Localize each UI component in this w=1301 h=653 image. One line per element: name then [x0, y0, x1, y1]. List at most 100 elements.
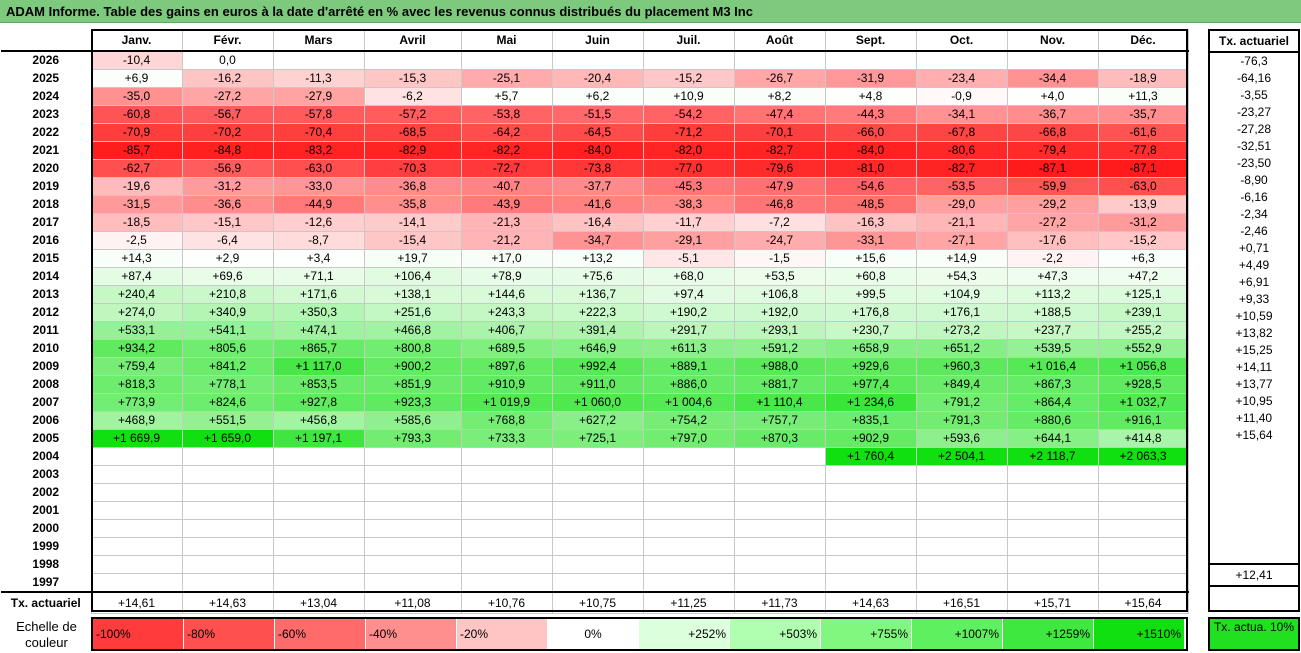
color-scale-legend: Echelle de couleur -100% -80% -60% -40% -20%…: [1, 617, 1185, 652]
gain-cell: -31,5: [90, 195, 183, 214]
total-cell: +15,64: [1097, 591, 1189, 614]
gain-cell: +934,2: [90, 339, 183, 358]
scale-swatch: -40%: [365, 617, 457, 652]
gain-cell: -36,8: [363, 177, 462, 196]
gain-cell: +886,0: [642, 375, 735, 394]
gain-cell: [824, 50, 917, 70]
gain-cell: [90, 483, 183, 502]
month-header: Juin: [551, 29, 644, 52]
gain-cell: +977,4: [824, 375, 917, 394]
gain-cell: -87,1: [1097, 159, 1189, 178]
gain-cell: -38,3: [642, 195, 735, 214]
month-header: Janv.: [90, 29, 183, 52]
gain-cell: +867,3: [1006, 375, 1099, 394]
gain-cell: +927,8: [272, 393, 365, 412]
gain-cell: +350,3: [272, 303, 365, 322]
table-row: 2001: [1, 501, 1189, 520]
gain-cell: +593,6: [915, 429, 1008, 448]
gain-cell: [824, 573, 917, 593]
gain-cell: +778,1: [181, 375, 274, 394]
gain-cell: +835,1: [824, 411, 917, 430]
gain-cell: -21,1: [915, 213, 1008, 232]
gain-cell: -18,5: [90, 213, 183, 232]
gain-cell: +6,2: [551, 87, 644, 106]
gain-cell: [272, 537, 365, 556]
gain-cell: +222,3: [551, 303, 644, 322]
gain-cell: +144,6: [460, 285, 553, 304]
gain-cell: -66,0: [824, 123, 917, 142]
gain-cell: -27,1: [915, 231, 1008, 250]
gain-cell: -63,0: [1097, 177, 1189, 196]
gain-cell: -85,7: [90, 141, 183, 160]
gain-cell: [1097, 573, 1189, 593]
gain-cell: [363, 483, 462, 502]
gain-cell: +2 118,7: [1006, 447, 1099, 466]
gain-cell: [363, 465, 462, 484]
gain-cell: -82,2: [460, 141, 553, 160]
gain-cell: [1006, 50, 1099, 70]
gain-cell: +273,2: [915, 321, 1008, 340]
scale-swatch: +755%: [820, 617, 912, 652]
gain-cell: [460, 483, 553, 502]
scale-swatch: -80%: [183, 617, 275, 652]
gain-cell: [272, 465, 365, 484]
gain-cell: [90, 573, 183, 593]
gain-cell: [915, 501, 1008, 520]
gain-cell: +391,4: [551, 321, 644, 340]
gain-cell: -82,0: [642, 141, 735, 160]
gain-cell: +192,0: [733, 303, 826, 322]
actuarial-cell: +9,33: [1238, 292, 1270, 306]
gain-cell: +658,9: [824, 339, 917, 358]
total-cell: +14,63: [181, 591, 274, 614]
gain-cell: [363, 447, 462, 466]
gain-cell: +793,3: [363, 429, 462, 448]
gain-cell: -57,2: [363, 105, 462, 124]
gain-cell: [90, 465, 183, 484]
gain-cell: -83,2: [272, 141, 365, 160]
gain-cell: [551, 483, 644, 502]
gain-cell: [90, 501, 183, 520]
gain-cell: -16,2: [181, 69, 274, 88]
gain-cell: -15,1: [181, 213, 274, 232]
gain-cell: -40,7: [460, 177, 553, 196]
actuarial-cell: +13,82: [1235, 326, 1273, 340]
gain-cell: -70,2: [181, 123, 274, 142]
gain-cell: +585,6: [363, 411, 462, 430]
month-header: Mars: [272, 29, 365, 52]
month-header: Août: [733, 29, 826, 52]
gain-cell: -2,5: [90, 231, 183, 250]
gain-cell: +865,7: [272, 339, 365, 358]
gain-cell: -34,7: [551, 231, 644, 250]
gain-cell: +889,1: [642, 357, 735, 376]
table-row: 2025 +6,9 -16,2 -11,3 -15,3 -25,1 -20,4 -15,2 -2…: [1, 69, 1189, 88]
table-row: 1997: [1, 573, 1189, 593]
gain-cell: -16,4: [551, 213, 644, 232]
gain-cell: +824,6: [181, 393, 274, 412]
year-label: 2003: [32, 467, 60, 481]
gain-cell: [363, 519, 462, 538]
gain-cell: [181, 483, 274, 502]
gain-cell: +1 669,9: [90, 429, 183, 448]
gain-cell: +125,1: [1097, 285, 1189, 304]
report-title: ADAM Informe. Table des gains en euros à…: [0, 0, 1301, 23]
gain-cell: +1 659,0: [181, 429, 274, 448]
gain-cell: -47,9: [733, 177, 826, 196]
gain-cell: +13,2: [551, 249, 644, 268]
gain-cell: [460, 50, 553, 70]
gain-cell: [363, 537, 462, 556]
gain-cell: +923,3: [363, 393, 462, 412]
gain-cell: -67,8: [915, 123, 1008, 142]
gain-cell: +291,7: [642, 321, 735, 340]
gain-cell: -18,9: [1097, 69, 1189, 88]
table-row: 2007 +773,9 +824,6 +927,8 +923,3 +1 019,9 +1 0…: [1, 393, 1189, 412]
actuarial-cell: -27,28: [1236, 122, 1272, 136]
gain-cell: [1006, 483, 1099, 502]
gain-cell: +841,2: [181, 357, 274, 376]
table-row: 2013 +240,4 +210,8 +171,6 +138,1 +144,6 +136,7…: [1, 285, 1189, 304]
year-label: 1999: [32, 539, 60, 553]
gain-cell: +651,2: [915, 339, 1008, 358]
gain-cell: -48,5: [824, 195, 917, 214]
gain-cell: -15,2: [1097, 231, 1189, 250]
gain-cell: -37,7: [551, 177, 644, 196]
gain-cell: +69,6: [181, 267, 274, 286]
